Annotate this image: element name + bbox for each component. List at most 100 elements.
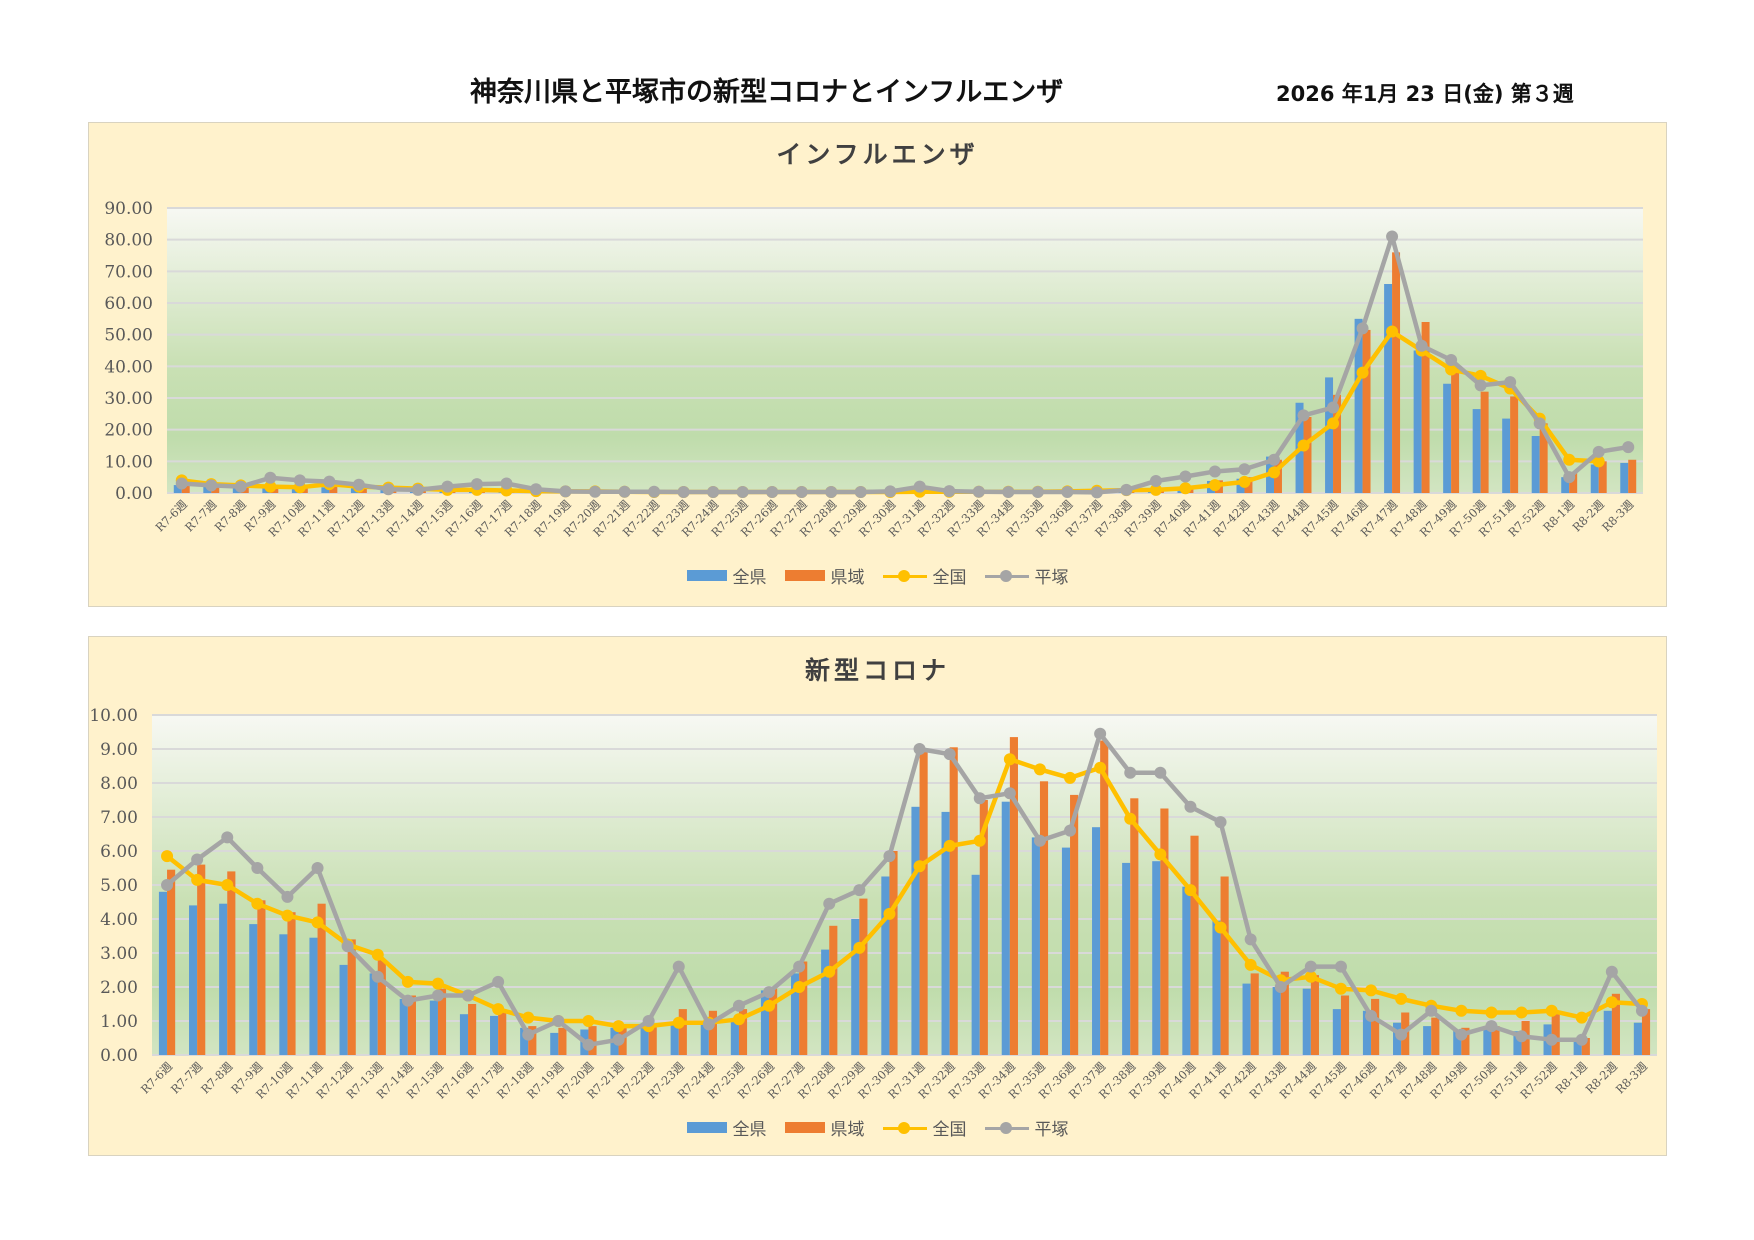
bar-zenken — [1561, 477, 1570, 493]
influenza-chart: 0.00 10.00 20.00 30.00 40.00 50.00 60.00 70.00 8… — [104, 199, 1643, 540]
bar-zenken — [1384, 284, 1393, 493]
bar-kenbetsu — [1362, 329, 1371, 493]
bar-zenken — [189, 905, 198, 1055]
data-point-hiratsuka — [913, 743, 926, 755]
bar-zenken — [1332, 1009, 1341, 1055]
data-point-hiratsuka — [1003, 787, 1016, 800]
bar-kenbetsu — [468, 1004, 477, 1055]
data-point-hiratsuka — [1395, 1028, 1408, 1041]
data-point-hiratsuka — [612, 1033, 625, 1046]
bar-zenken — [1061, 847, 1071, 1055]
data-point-zenkoku — [1268, 466, 1280, 479]
data-point-zenkoku — [1592, 455, 1605, 468]
data-point-hiratsuka — [1214, 816, 1227, 829]
bar-zenken — [1633, 1022, 1642, 1055]
bar-kenbetsu — [257, 900, 266, 1055]
data-point-zenkoku — [1238, 475, 1251, 488]
bar-kenbetsu — [1009, 737, 1018, 1055]
data-point-hiratsuka — [642, 1015, 655, 1027]
y-tick-label: 20.00 — [104, 421, 153, 441]
data-point-hiratsuka — [736, 486, 749, 499]
legend-label: 平塚 — [1034, 1120, 1069, 1140]
data-point-hiratsuka — [1445, 354, 1458, 366]
y-tick-label: 90.00 — [104, 199, 153, 219]
bar-zenken — [851, 919, 860, 1055]
bar-kenbetsu — [528, 1026, 537, 1055]
data-point-hiratsuka — [1575, 1033, 1588, 1046]
legend-swatch — [984, 1120, 1029, 1136]
report-date: 2026 年1月 23 日(金) 第３週 — [1276, 82, 1574, 106]
data-point-hiratsuka — [648, 485, 661, 498]
data-point-zenkoku — [1208, 479, 1221, 492]
bar-kenbetsu — [227, 871, 236, 1055]
data-point-zenkoku — [1485, 1006, 1498, 1019]
x-tick-label: R7-7週 — [168, 1059, 206, 1097]
data-point-hiratsuka — [1455, 1028, 1468, 1041]
bar-zenken — [791, 973, 800, 1055]
bar-zenken — [1603, 1010, 1612, 1055]
x-tick-label: R7-6週 — [153, 497, 191, 535]
data-point-zenkoku — [763, 999, 776, 1012]
y-tick-label: 50.00 — [104, 326, 153, 346]
y-tick-label: 5.00 — [100, 876, 138, 896]
data-point-hiratsuka — [973, 792, 986, 805]
bar-kenbetsu — [1598, 461, 1607, 493]
covid-chart-panel: 新型コロナ 0.00 1.00 2.00 3.00 4.00 5.00 6.00 7.00 8.… — [88, 636, 1667, 1156]
bar-kenbetsu — [1461, 1027, 1470, 1055]
bar-zenken — [1152, 861, 1161, 1055]
data-point-zenkoku — [1365, 984, 1378, 997]
x-tick-label: R8-1週 — [1553, 1059, 1591, 1097]
data-point-hiratsuka — [883, 850, 896, 863]
data-point-zenkoku — [1064, 771, 1077, 784]
y-tick-label: 9.00 — [100, 740, 138, 760]
data-point-hiratsuka — [1592, 445, 1605, 458]
data-point-hiratsuka — [618, 485, 631, 498]
bar-kenbetsu — [708, 1010, 717, 1055]
bar-kenbetsu — [799, 961, 808, 1055]
data-point-hiratsuka — [441, 480, 454, 493]
bar-kenbetsu — [167, 869, 176, 1055]
data-point-hiratsuka — [470, 478, 483, 491]
data-point-hiratsuka — [221, 831, 234, 844]
data-point-hiratsuka — [1274, 981, 1287, 993]
bar-zenken — [1423, 1026, 1432, 1055]
bar-zenken — [429, 1000, 438, 1055]
bar-zenken — [640, 1026, 649, 1055]
data-point-hiratsuka — [1031, 486, 1044, 499]
legend-item-kenbetsu: 県域 — [784, 563, 865, 588]
data-point-zenkoku — [1445, 363, 1458, 376]
legend-item-zenkoku: 全国 — [882, 1115, 967, 1140]
data-point-hiratsuka — [1622, 441, 1635, 454]
bar-kenbetsu — [738, 1009, 748, 1055]
data-point-zenkoku — [1474, 369, 1487, 382]
data-point-zenkoku — [1214, 921, 1227, 934]
bar-zenken — [1092, 827, 1101, 1055]
data-point-zenkoku — [1327, 417, 1340, 430]
bar-zenken — [1354, 318, 1363, 493]
bar-zenken — [1483, 1029, 1492, 1055]
bar-zenken — [173, 485, 182, 493]
bar-kenbetsu — [558, 1027, 567, 1055]
bar-kenbetsu — [329, 486, 338, 493]
bar-zenken — [459, 1014, 469, 1055]
y-tick-label: 10.00 — [89, 706, 138, 726]
data-point-hiratsuka — [411, 483, 424, 496]
data-point-zenkoku — [1334, 982, 1347, 995]
bar-kenbetsu — [1392, 252, 1401, 493]
data-point-hiratsuka — [1334, 960, 1347, 973]
data-point-hiratsuka — [281, 890, 294, 903]
data-point-hiratsuka — [462, 989, 475, 1002]
data-point-hiratsuka — [191, 853, 204, 866]
data-point-zenkoku — [1605, 996, 1618, 1009]
data-point-zenkoku — [311, 916, 324, 929]
data-point-hiratsuka — [1179, 470, 1192, 483]
data-point-zenkoku — [1124, 812, 1137, 825]
y-tick-label: 4.00 — [100, 910, 138, 930]
data-point-zenkoku — [1515, 1006, 1528, 1019]
bar-zenken — [821, 949, 830, 1055]
data-point-zenkoku — [973, 834, 986, 847]
legend-item-hiratsuka: 平塚 — [984, 563, 1069, 588]
bar-zenken — [1001, 801, 1010, 1055]
legend-label: 県域 — [830, 568, 865, 588]
legend-swatch — [882, 1120, 927, 1136]
